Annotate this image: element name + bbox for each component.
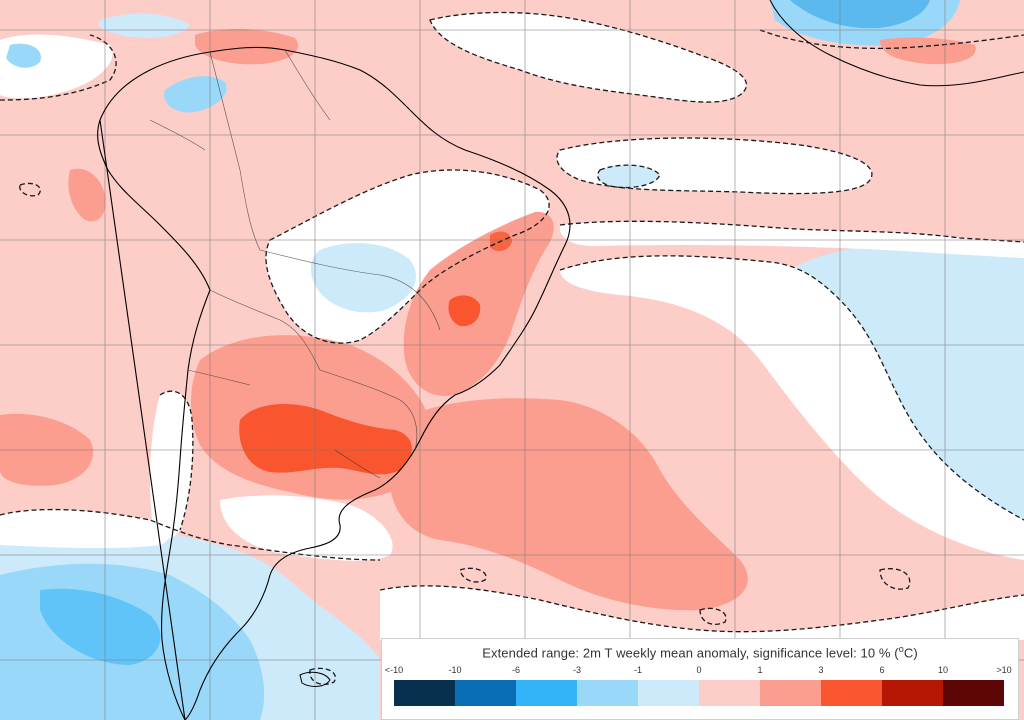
legend-tick-label: <-10 (384, 665, 404, 675)
legend-swatch (394, 680, 455, 706)
legend-swatch (882, 680, 943, 706)
legend-colorbar (394, 680, 1004, 706)
legend-swatch (821, 680, 882, 706)
warm-anomaly-atlantic-moderate (390, 398, 748, 611)
neutral-zone-north-coast (430, 12, 747, 103)
legend-swatch (638, 680, 699, 706)
legend-swatch (455, 680, 516, 706)
cold-anomaly-tropical-atlantic (597, 165, 660, 188)
color-legend: Extended range: 2m T weekly mean anomaly… (381, 638, 1019, 720)
legend-swatch (577, 680, 638, 706)
warm-anomaly-peru-moderate (68, 168, 106, 222)
warm-anomaly-brazil-strong (448, 295, 481, 327)
legend-title: Extended range: 2m T weekly mean anomaly… (482, 644, 918, 661)
central-america-coastline (769, 0, 1024, 87)
cold-anomaly-patagonia-core (40, 588, 161, 665)
warm-anomaly-argentina-strong (239, 404, 412, 475)
warm-anomaly-north-moderate (195, 28, 299, 65)
cold-anomaly-amazon (310, 243, 416, 313)
legend-tick-label: -1 (633, 665, 643, 675)
significance-contours (0, 11, 1024, 685)
neutral-zone-pacific-strip (0, 509, 169, 549)
legend-tick-label: -3 (572, 665, 582, 675)
legend-tick-label: 10 (937, 665, 949, 675)
legend-tick-label: -6 (511, 665, 521, 675)
cold-anomaly-pacific-north (98, 13, 190, 38)
legend-tick-label: 1 (757, 665, 763, 675)
cold-anomaly-colombia (164, 76, 227, 113)
legend-title-text: Extended range: 2m T weekly mean anomaly… (482, 645, 891, 661)
legend-tick-label: >10 (996, 665, 1012, 675)
legend-swatch (943, 680, 1004, 706)
legend-tick-label: 3 (818, 665, 824, 675)
country-borders (149, 49, 441, 479)
legend-swatch (516, 680, 577, 706)
cold-anomaly-central-america-outer (770, 0, 960, 46)
falkland-islands (299, 671, 331, 687)
legend-tick-label: 6 (879, 665, 885, 675)
legend-swatch (760, 680, 821, 706)
legend-swatch (699, 680, 760, 706)
legend-unit: C (903, 645, 914, 661)
legend-ticks: <-10 -10 -6 -3 -1 0 1 3 6 10 >10 (382, 665, 1018, 677)
neutral-zone-argentina-coast (220, 495, 393, 561)
legend-tick-label: -10 (448, 665, 462, 675)
neutral-zone-south-atlantic (560, 255, 1024, 560)
legend-tick-label: 0 (696, 665, 702, 675)
neutral-zone-south-atlantic-lower (380, 585, 1024, 640)
legend-degree-symbol: o (898, 644, 904, 654)
cold-anomaly-caribbean (6, 43, 41, 68)
